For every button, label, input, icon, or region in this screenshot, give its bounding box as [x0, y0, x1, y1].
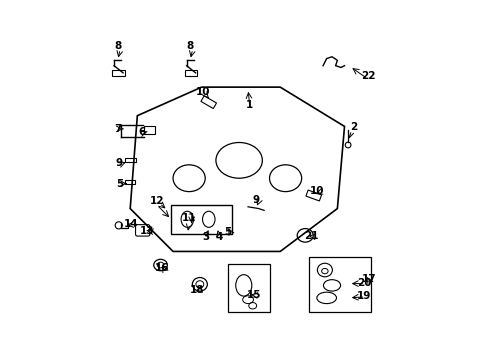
- Text: 19: 19: [356, 291, 370, 301]
- Text: 20: 20: [356, 278, 371, 288]
- Text: 1: 1: [246, 100, 253, 110]
- Text: 14: 14: [123, 219, 138, 229]
- Text: 21: 21: [304, 231, 318, 241]
- Text: 2: 2: [349, 122, 357, 132]
- Text: 13: 13: [140, 226, 154, 236]
- Text: 16: 16: [154, 263, 168, 273]
- Text: 8: 8: [186, 41, 193, 51]
- Text: 17: 17: [361, 274, 375, 284]
- Text: 10: 10: [309, 186, 324, 197]
- Bar: [305, 190, 321, 201]
- Text: 22: 22: [361, 71, 375, 81]
- Bar: [184, 70, 197, 76]
- Bar: [228, 264, 269, 312]
- Text: 10: 10: [196, 87, 210, 98]
- Text: 18: 18: [190, 285, 204, 295]
- Text: 7: 7: [114, 124, 121, 134]
- Bar: [308, 257, 370, 312]
- Text: 15: 15: [247, 290, 261, 300]
- Text: 11: 11: [182, 212, 196, 222]
- Bar: [112, 70, 124, 76]
- Bar: [143, 126, 155, 134]
- Text: 5: 5: [224, 227, 230, 237]
- Text: 8: 8: [114, 41, 121, 51]
- Text: 4: 4: [215, 232, 222, 242]
- Bar: [124, 158, 135, 162]
- Text: 12: 12: [149, 197, 164, 206]
- Text: 6: 6: [138, 127, 145, 137]
- Text: 9: 9: [115, 158, 122, 168]
- Bar: [124, 180, 135, 184]
- Text: 3: 3: [202, 232, 209, 242]
- Bar: [201, 96, 216, 109]
- Text: 9: 9: [252, 195, 259, 205]
- Text: 5: 5: [116, 179, 123, 189]
- Bar: [171, 205, 231, 234]
